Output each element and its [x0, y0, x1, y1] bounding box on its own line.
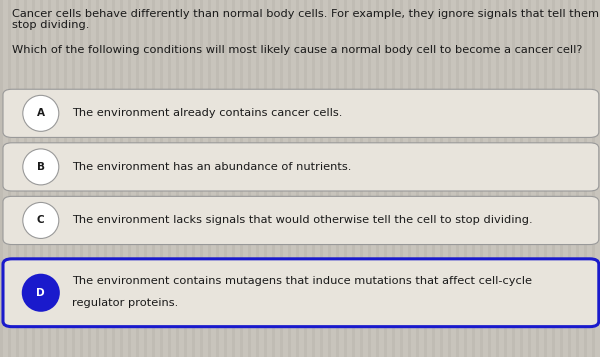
Bar	[256, 0, 259, 357]
Bar	[144, 0, 147, 357]
Bar	[280, 0, 283, 357]
Bar	[568, 0, 571, 357]
Bar	[576, 0, 579, 357]
Bar	[112, 0, 115, 357]
Ellipse shape	[23, 202, 59, 238]
Bar	[232, 0, 235, 357]
Bar	[496, 0, 499, 357]
Ellipse shape	[23, 95, 59, 131]
Ellipse shape	[23, 149, 59, 185]
Text: The environment lacks signals that would otherwise tell the cell to stop dividin: The environment lacks signals that would…	[72, 215, 533, 226]
Text: stop dividing.: stop dividing.	[12, 20, 89, 30]
Bar	[480, 0, 483, 357]
Bar	[336, 0, 339, 357]
Bar	[24, 0, 27, 357]
Bar	[56, 0, 59, 357]
Bar	[224, 0, 227, 357]
Bar	[328, 0, 331, 357]
Bar	[64, 0, 67, 357]
Bar	[416, 0, 419, 357]
Bar	[360, 0, 363, 357]
Bar	[552, 0, 555, 357]
Bar	[432, 0, 435, 357]
Bar	[464, 0, 467, 357]
Bar	[48, 0, 51, 357]
Bar	[560, 0, 563, 357]
Bar	[472, 0, 475, 357]
Ellipse shape	[23, 275, 59, 311]
Text: Cancer cells behave differently than normal body cells. For example, they ignore: Cancer cells behave differently than nor…	[12, 9, 600, 19]
Bar	[320, 0, 323, 357]
Text: The environment contains mutagens that induce mutations that affect cell-cycle: The environment contains mutagens that i…	[72, 276, 532, 286]
Bar	[304, 0, 307, 357]
FancyBboxPatch shape	[3, 196, 599, 245]
Bar	[424, 0, 427, 357]
Bar	[528, 0, 531, 357]
Bar	[40, 0, 43, 357]
Bar	[408, 0, 411, 357]
Bar	[392, 0, 395, 357]
Bar	[152, 0, 155, 357]
Text: D: D	[37, 288, 45, 298]
Bar	[440, 0, 443, 357]
FancyBboxPatch shape	[3, 143, 599, 191]
Bar	[456, 0, 459, 357]
Bar	[448, 0, 451, 357]
Bar	[488, 0, 491, 357]
Bar	[216, 0, 219, 357]
Bar	[96, 0, 99, 357]
Bar	[520, 0, 523, 357]
Text: C: C	[37, 215, 44, 226]
Text: B: B	[37, 162, 45, 172]
Bar	[176, 0, 179, 357]
Bar	[544, 0, 547, 357]
Bar	[192, 0, 195, 357]
Bar	[272, 0, 275, 357]
Bar	[512, 0, 515, 357]
Bar	[120, 0, 123, 357]
Bar	[136, 0, 139, 357]
Bar	[536, 0, 539, 357]
FancyBboxPatch shape	[3, 89, 599, 137]
Bar	[296, 0, 299, 357]
Bar	[128, 0, 131, 357]
Text: A: A	[37, 108, 45, 119]
Bar	[240, 0, 243, 357]
Text: The environment already contains cancer cells.: The environment already contains cancer …	[72, 108, 343, 119]
Bar	[248, 0, 251, 357]
Bar	[592, 0, 595, 357]
Bar	[160, 0, 163, 357]
Bar	[200, 0, 203, 357]
Bar	[88, 0, 91, 357]
Bar	[504, 0, 507, 357]
FancyBboxPatch shape	[3, 259, 599, 327]
Text: regulator proteins.: regulator proteins.	[72, 298, 178, 308]
Bar	[168, 0, 171, 357]
Bar	[72, 0, 75, 357]
Bar	[352, 0, 355, 357]
Text: The environment has an abundance of nutrients.: The environment has an abundance of nutr…	[72, 162, 352, 172]
Bar	[208, 0, 211, 357]
Bar	[16, 0, 19, 357]
Bar	[0, 0, 3, 357]
Bar	[264, 0, 267, 357]
Bar	[384, 0, 387, 357]
Bar	[400, 0, 403, 357]
Text: Which of the following conditions will most likely cause a normal body cell to b: Which of the following conditions will m…	[12, 45, 583, 55]
Bar	[80, 0, 83, 357]
Bar	[8, 0, 11, 357]
Bar	[104, 0, 107, 357]
Bar	[32, 0, 35, 357]
Bar	[376, 0, 379, 357]
Bar	[312, 0, 315, 357]
Bar	[368, 0, 371, 357]
Bar	[184, 0, 187, 357]
Bar	[344, 0, 347, 357]
Bar	[584, 0, 587, 357]
Bar	[288, 0, 291, 357]
